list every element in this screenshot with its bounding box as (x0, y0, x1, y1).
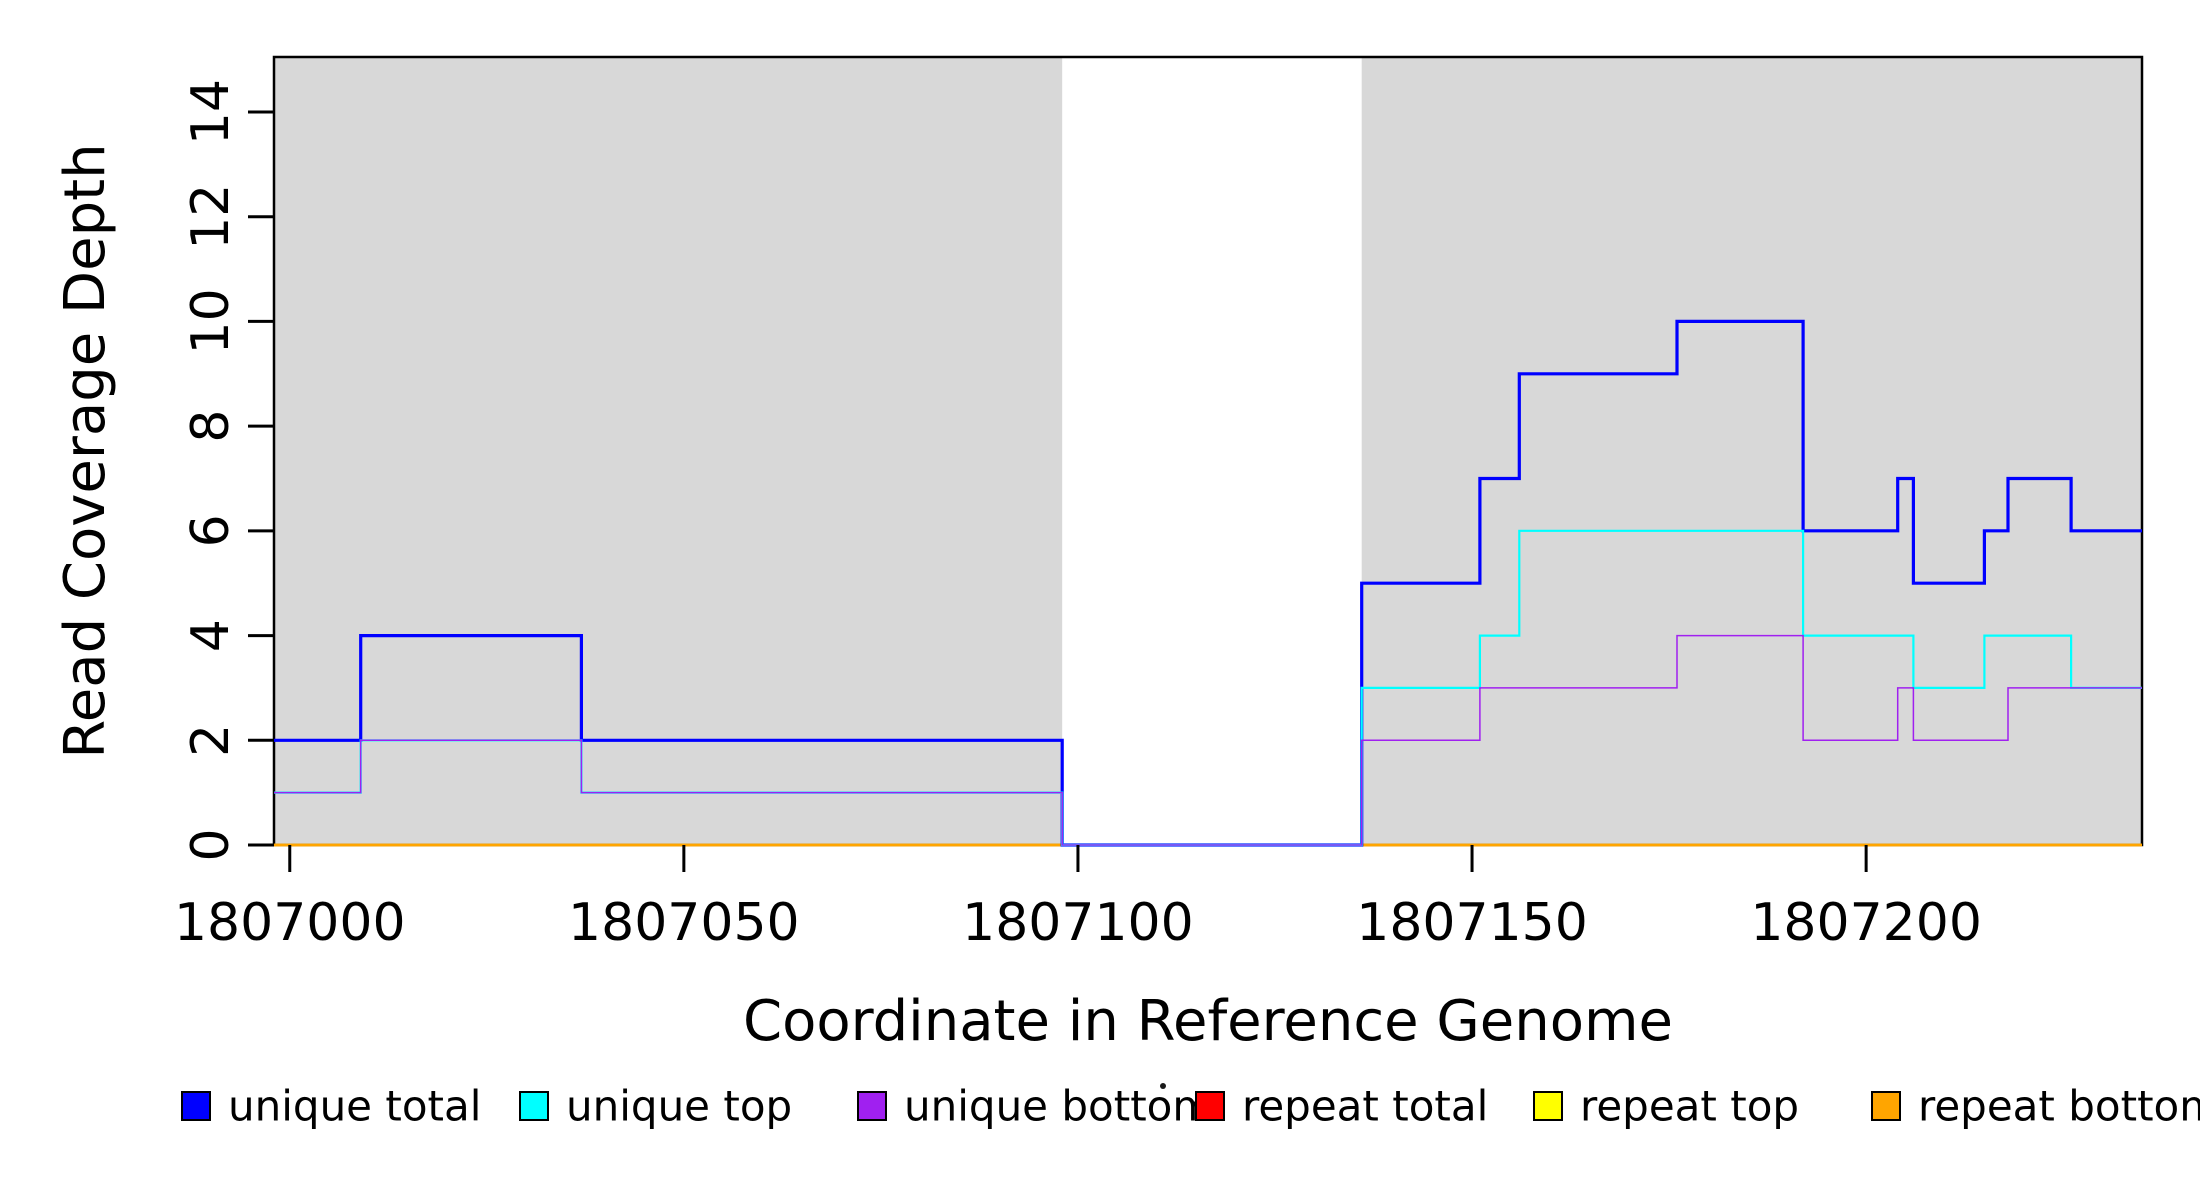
legend-swatch-repeat-total (1195, 1091, 1225, 1121)
x-axis-title: Coordinate in Reference Genome (743, 989, 1673, 1054)
y-tick-label: 6 (181, 514, 241, 547)
x-tick-label: 1807100 (962, 893, 1194, 953)
y-tick-label: 14 (181, 79, 241, 145)
y-tick-label: 4 (181, 619, 241, 652)
legend-label: repeat top (1580, 1082, 1799, 1131)
legend-label: unique total (228, 1082, 481, 1131)
x-tick-label: 1807050 (568, 893, 800, 953)
legend-item-unique-total: unique total (181, 1082, 481, 1131)
y-tick-label: 0 (181, 828, 241, 861)
series-line-unique-bottom (274, 634, 2142, 846)
legend-item-repeat-total: repeat total (1195, 1082, 1488, 1131)
legend-swatch-unique-top (519, 1091, 549, 1121)
y-tick-label: 12 (181, 184, 241, 250)
legend-swatch-repeat-top (1533, 1091, 1563, 1121)
mappable-region-left (274, 57, 1063, 845)
legend-label: unique top (566, 1082, 792, 1131)
y-tick-label: 2 (181, 724, 241, 757)
y-tick-label: 8 (181, 410, 241, 443)
legend-label: unique bottom (904, 1082, 1213, 1131)
mappable-region-right (1361, 57, 2142, 845)
shaded-regions-layer (274, 57, 2142, 845)
y-axis-title: Read Coverage Depth (53, 143, 118, 758)
legend-item-repeat-bottom: repeat bottom (1871, 1082, 2200, 1131)
legend-swatch-repeat-bottom (1871, 1091, 1901, 1121)
legend-swatch-unique-total (181, 1091, 211, 1121)
y-tick-label: 10 (181, 288, 241, 354)
legend-label: repeat bottom (1918, 1082, 2200, 1131)
legend-layer: unique total unique top unique bottom repea… (181, 1082, 2200, 1131)
stray-mark (1160, 1083, 1166, 1089)
legend-item-unique-bottom: unique bottom (857, 1082, 1213, 1131)
x-tick-label: 1807000 (174, 893, 406, 953)
axes-ticks-layer: 1807000 1807050 1807100 1807150 1807200 0 2 4 6 8… (174, 79, 1982, 953)
series-lines-layer (274, 319, 2142, 847)
x-tick-label: 1807150 (1356, 893, 1588, 953)
legend-swatch-unique-bottom (857, 1091, 887, 1121)
series-line-unique-total (274, 319, 2142, 847)
legend-label: repeat total (1242, 1082, 1488, 1131)
legend-item-unique-top: unique top (519, 1082, 792, 1131)
legend-item-repeat-top: repeat top (1533, 1082, 1799, 1131)
x-tick-label: 1807200 (1750, 893, 1982, 953)
